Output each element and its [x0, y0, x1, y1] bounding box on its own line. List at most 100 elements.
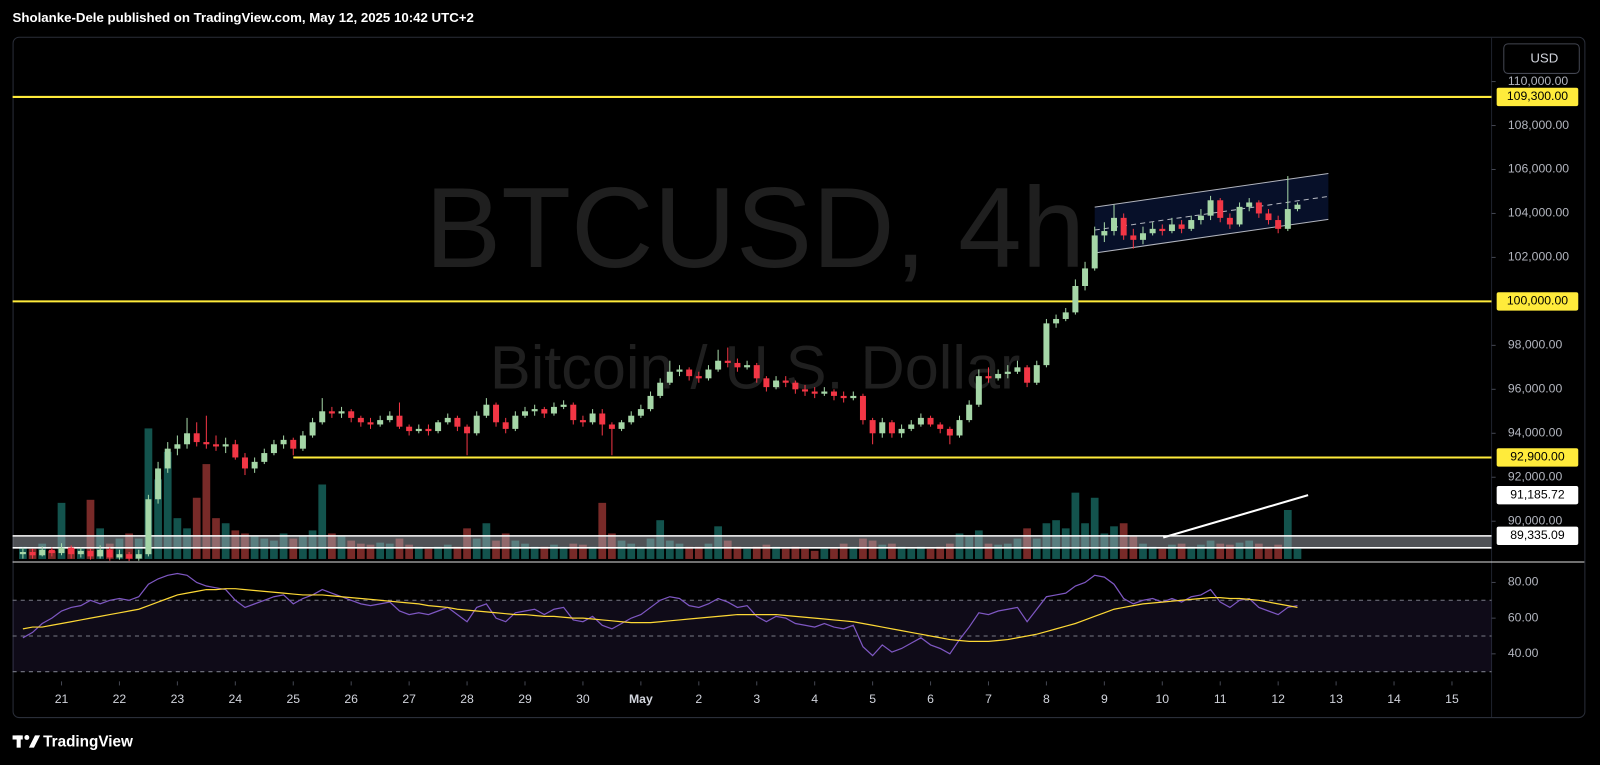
- candle-body: [328, 411, 335, 414]
- candle-body: [309, 422, 316, 436]
- volume-bar: [1090, 497, 1099, 559]
- candle-body: [97, 549, 104, 557]
- candle-body: [1101, 231, 1108, 236]
- volume-bar: [1013, 538, 1022, 559]
- y-tick-label: 90,000.00: [1508, 513, 1563, 527]
- volume-bar: [1081, 523, 1089, 559]
- volume-bar: [598, 502, 607, 559]
- candle-body: [367, 422, 374, 425]
- candle-body: [1207, 200, 1214, 216]
- candle-body: [483, 404, 490, 416]
- volume-bar: [221, 523, 230, 559]
- volume-bar: [685, 546, 694, 559]
- candle-body: [676, 369, 683, 372]
- candle-body: [802, 389, 809, 392]
- x-tick-label: 14: [1387, 692, 1401, 706]
- candle-body: [493, 404, 500, 423]
- candle-body: [164, 448, 171, 469]
- candle-body: [1255, 202, 1262, 214]
- volume-bar: [308, 530, 317, 559]
- x-tick-label: 2: [695, 692, 702, 706]
- price-label: 89,335.09: [1510, 528, 1565, 542]
- candle-body: [628, 415, 635, 423]
- price-label: 100,000.00: [1507, 294, 1568, 308]
- candle-body: [155, 468, 162, 500]
- volume-bar: [57, 502, 66, 559]
- candle-body: [68, 547, 75, 555]
- price-label-box: [1496, 292, 1579, 311]
- volume-bar: [1264, 546, 1273, 559]
- candle-body: [715, 360, 722, 370]
- candle-body: [58, 547, 65, 554]
- volume-bar: [1187, 546, 1196, 559]
- x-tick-label: 9: [1101, 692, 1108, 706]
- volume-bar: [1100, 533, 1109, 559]
- volume-bar: [714, 526, 722, 559]
- trend-line: [1162, 494, 1309, 539]
- volume-bar: [1168, 544, 1176, 559]
- volume-bar: [569, 543, 578, 559]
- candle-body: [927, 417, 934, 425]
- volume-bar: [192, 497, 201, 559]
- volume-bar: [1071, 492, 1080, 559]
- volume-bar: [366, 544, 375, 559]
- candle-body: [126, 554, 133, 559]
- candle-body: [77, 550, 84, 555]
- channel-line: [1094, 172, 1329, 208]
- candle-body: [1130, 235, 1137, 240]
- volume-bar: [646, 538, 655, 559]
- candle-body: [695, 376, 702, 379]
- volume-bar: [849, 546, 858, 559]
- candle-body: [830, 391, 837, 396]
- volume-bar: [434, 546, 442, 559]
- volume-bar: [289, 538, 298, 559]
- candle-body: [406, 426, 413, 432]
- candle-body: [1014, 367, 1021, 372]
- currency-button[interactable]: [1503, 43, 1580, 74]
- candle-body: [1178, 224, 1185, 229]
- x-tick-label: 8: [1043, 692, 1050, 706]
- candle-body: [917, 417, 924, 425]
- candle-body: [241, 457, 248, 469]
- volume-bar: [675, 543, 684, 559]
- volume-bar: [395, 538, 404, 559]
- volume-bar: [1197, 544, 1205, 559]
- volume-bar: [472, 538, 481, 559]
- x-tick-label: 21: [55, 692, 69, 706]
- candle-body: [435, 422, 442, 432]
- rsi-tick-label: 80.00: [1508, 575, 1539, 589]
- volume-bar: [917, 546, 925, 559]
- volume-bar: [1235, 542, 1244, 559]
- volume-bar: [1158, 548, 1167, 559]
- x-tick-label: 11: [1214, 692, 1227, 706]
- volume-bar: [1216, 543, 1225, 559]
- x-tick-label: 28: [460, 692, 474, 706]
- candle-body: [724, 360, 731, 363]
- volume-bar: [945, 543, 954, 559]
- candle-body: [657, 382, 664, 396]
- y-tick-label: 94,000.00: [1508, 426, 1563, 440]
- volume-bar: [608, 533, 616, 559]
- volume-bar: [511, 540, 520, 559]
- candle-body: [106, 549, 113, 558]
- volume-bar: [820, 548, 829, 559]
- volume-bar: [579, 544, 587, 559]
- candle-body: [840, 395, 847, 399]
- x-tick-label: 24: [229, 692, 243, 706]
- x-tick-label: 15: [1445, 692, 1459, 706]
- x-tick-label: 30: [576, 692, 590, 706]
- y-tick-label: 108,000.00: [1508, 118, 1569, 132]
- candle-body: [290, 439, 297, 449]
- volume-bar: [279, 533, 288, 559]
- candle-body: [222, 444, 229, 447]
- currency-label: USD: [1530, 51, 1558, 66]
- rsi-tick-label: 60.00: [1508, 610, 1539, 624]
- x-tick-label: 7: [985, 692, 992, 706]
- candle-body: [773, 380, 780, 388]
- volume-bar: [231, 530, 240, 559]
- candle-body: [1236, 206, 1243, 225]
- candle-body: [541, 409, 548, 414]
- candle-body: [1072, 286, 1079, 313]
- candle-body: [1120, 217, 1127, 236]
